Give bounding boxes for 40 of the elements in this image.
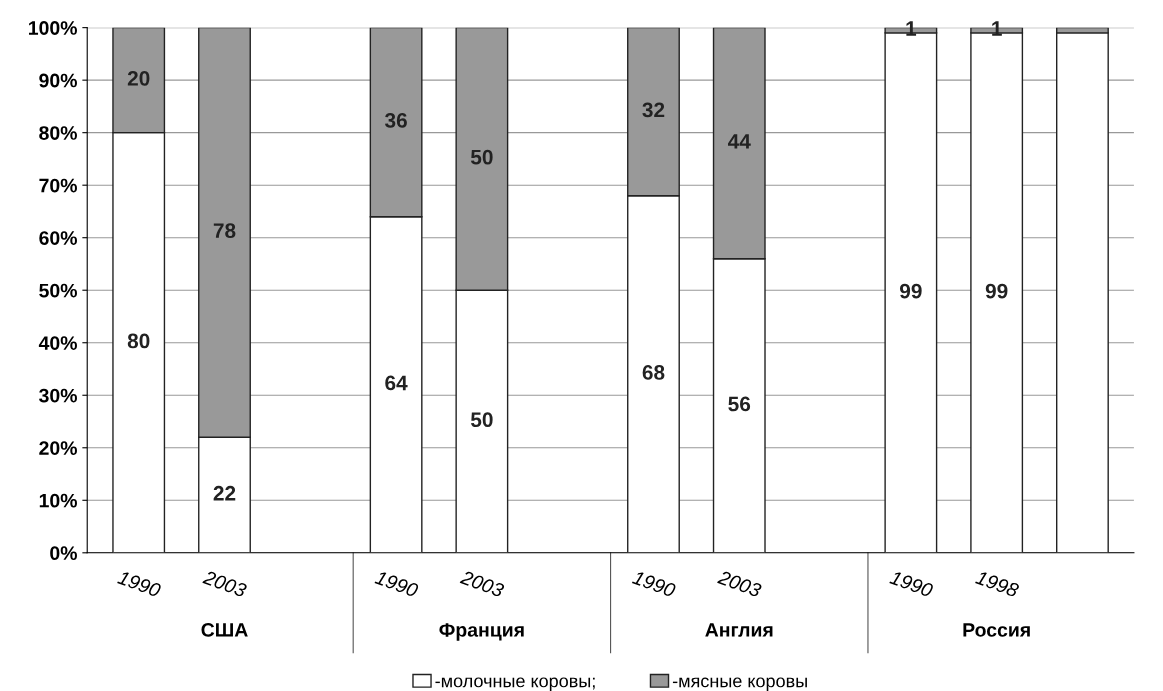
data-label: 99 [985, 283, 1008, 299]
y-tick-label: 40% [38, 336, 77, 350]
data-label: 56 [728, 396, 751, 412]
text: Россия [963, 623, 1030, 637]
x-tick-label: 2003 [459, 569, 505, 598]
data-label: 50 [470, 412, 493, 428]
y-tick-label: 80% [39, 126, 77, 140]
legend-label: -мясные коровы [672, 677, 807, 691]
y-tick-label: 10% [39, 493, 77, 508]
x-tick-label: 2003 [717, 569, 763, 598]
legend-label: -молочные коровы; [435, 677, 595, 691]
x-tick-label: 1998 [975, 570, 1020, 598]
x-tick-label: 2003 [202, 569, 248, 598]
x-tick-label: 1990 [117, 570, 162, 598]
x-tick-label: 1990 [889, 570, 934, 598]
data-label: 20 [127, 71, 150, 86]
x-tick-label: 1990 [374, 570, 420, 598]
data-label: 80 [127, 333, 150, 349]
y-tick-label: 70% [39, 178, 77, 193]
data-label: 68 [642, 365, 665, 380]
bar [1056, 32, 1109, 553]
text: Франция [439, 623, 524, 641]
data-label: 22 [213, 485, 236, 501]
y-tick-label: 0% [50, 546, 77, 561]
text: Англия [705, 623, 773, 637]
data-label: 32 [642, 102, 665, 118]
y-tick-label: 100% [29, 21, 77, 35]
y-tick-label: 60% [39, 231, 77, 245]
data-label: 64 [385, 375, 408, 391]
x-tick-label: 1990 [631, 570, 677, 598]
y-tick-label: 20% [39, 441, 77, 455]
data-label: 78 [213, 223, 236, 239]
y-tick-label: 30% [39, 388, 77, 403]
y-tick-label: 50% [39, 283, 77, 298]
data-label: 99 [900, 283, 922, 299]
text: США [201, 623, 248, 637]
data-label: 50 [470, 149, 493, 165]
data-label: 44 [728, 134, 751, 149]
y-tick-label: 90% [39, 73, 77, 88]
data-label: 36 [384, 113, 407, 128]
